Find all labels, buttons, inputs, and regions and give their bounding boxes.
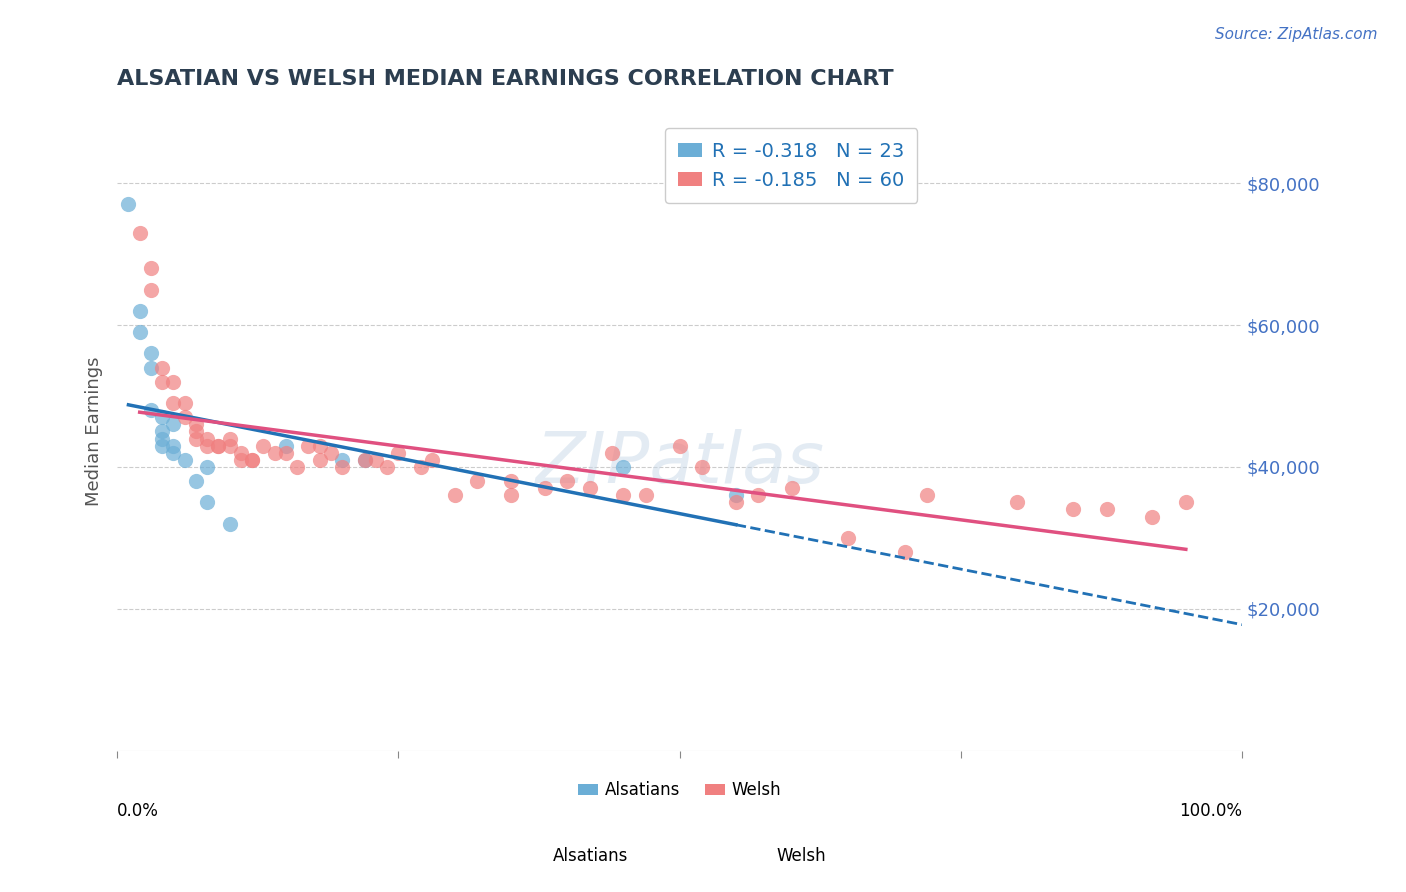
- Point: [375, 459, 398, 474]
- Point: [195, 459, 218, 474]
- Point: [162, 439, 184, 453]
- Point: [139, 403, 162, 417]
- Y-axis label: Median Earnings: Median Earnings: [86, 357, 103, 506]
- Point: [162, 445, 184, 459]
- Point: [218, 516, 240, 531]
- Point: [319, 445, 342, 459]
- Point: [229, 452, 252, 467]
- Point: [139, 346, 162, 360]
- Point: [690, 459, 713, 474]
- Point: [150, 410, 173, 425]
- Point: [207, 439, 229, 453]
- Point: [184, 425, 207, 439]
- Point: [195, 439, 218, 453]
- Point: [780, 481, 803, 495]
- Point: [330, 459, 353, 474]
- Point: [308, 439, 330, 453]
- Point: [420, 452, 443, 467]
- Text: ALSATIAN VS WELSH MEDIAN EARNINGS CORRELATION CHART: ALSATIAN VS WELSH MEDIAN EARNINGS CORREL…: [117, 69, 894, 88]
- Text: 0.0%: 0.0%: [117, 802, 159, 820]
- Point: [353, 452, 375, 467]
- Point: [173, 396, 195, 410]
- Point: [612, 459, 634, 474]
- Point: [139, 283, 162, 297]
- Point: [207, 439, 229, 453]
- Point: [409, 459, 432, 474]
- Point: [218, 439, 240, 453]
- Point: [1005, 495, 1028, 509]
- Point: [499, 474, 522, 488]
- Point: [364, 452, 387, 467]
- Point: [128, 325, 150, 339]
- Point: [1140, 509, 1163, 524]
- Point: [240, 452, 263, 467]
- Point: [195, 495, 218, 509]
- Point: [150, 425, 173, 439]
- Point: [240, 452, 263, 467]
- Point: [150, 375, 173, 389]
- Point: [330, 452, 353, 467]
- Point: [893, 545, 915, 559]
- Point: [353, 452, 375, 467]
- Point: [139, 261, 162, 276]
- Point: [915, 488, 938, 502]
- Point: [150, 360, 173, 375]
- Point: [634, 488, 657, 502]
- Text: Source: ZipAtlas.com: Source: ZipAtlas.com: [1215, 27, 1378, 42]
- Text: Alsatians: Alsatians: [553, 847, 628, 865]
- Point: [274, 439, 297, 453]
- Point: [297, 439, 319, 453]
- Point: [128, 226, 150, 240]
- Point: [162, 396, 184, 410]
- Point: [1095, 502, 1118, 516]
- Point: [555, 474, 578, 488]
- Point: [252, 439, 274, 453]
- Point: [465, 474, 488, 488]
- Text: 100.0%: 100.0%: [1180, 802, 1241, 820]
- Point: [308, 452, 330, 467]
- Point: [184, 432, 207, 446]
- Point: [162, 375, 184, 389]
- Legend: Alsatians, Welsh: Alsatians, Welsh: [571, 774, 787, 806]
- Point: [150, 439, 173, 453]
- Point: [724, 495, 747, 509]
- Point: [668, 439, 690, 453]
- Point: [229, 445, 252, 459]
- Point: [443, 488, 465, 502]
- Point: [724, 488, 747, 502]
- Point: [747, 488, 769, 502]
- Point: [173, 452, 195, 467]
- Point: [263, 445, 285, 459]
- Point: [285, 459, 308, 474]
- Point: [184, 417, 207, 432]
- Point: [1174, 495, 1197, 509]
- Point: [150, 432, 173, 446]
- Point: [837, 531, 859, 545]
- Point: [184, 474, 207, 488]
- Point: [274, 445, 297, 459]
- Point: [117, 197, 139, 211]
- Point: [218, 432, 240, 446]
- Point: [533, 481, 555, 495]
- Point: [195, 432, 218, 446]
- Text: ZIPatlas: ZIPatlas: [536, 429, 824, 498]
- Point: [600, 445, 623, 459]
- Point: [162, 417, 184, 432]
- Point: [139, 360, 162, 375]
- Point: [499, 488, 522, 502]
- Point: [1062, 502, 1084, 516]
- Text: Welsh: Welsh: [776, 847, 827, 865]
- Point: [612, 488, 634, 502]
- Point: [173, 410, 195, 425]
- Point: [387, 445, 409, 459]
- Point: [578, 481, 600, 495]
- Point: [128, 303, 150, 318]
